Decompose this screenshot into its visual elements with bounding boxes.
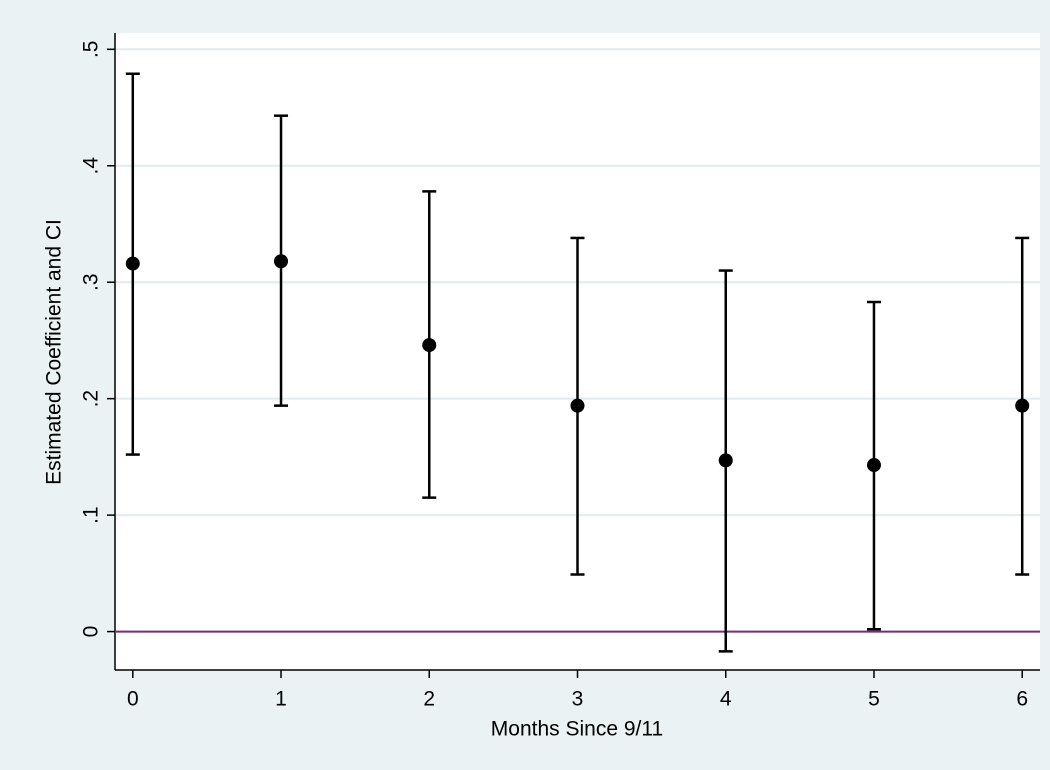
y-tick-label: .4 <box>80 157 103 175</box>
x-tick-label: 0 <box>127 688 139 711</box>
y-axis-title: Estimated Coefficient and CI <box>43 219 66 485</box>
point <box>125 256 140 271</box>
x-tick-label: 4 <box>720 688 732 711</box>
point <box>1015 398 1030 413</box>
point <box>274 254 289 269</box>
x-tick-label: 3 <box>572 688 584 711</box>
point <box>718 453 733 468</box>
y-tick-label: .1 <box>80 506 103 524</box>
point <box>570 398 585 413</box>
y-tick-label: 0 <box>80 626 103 638</box>
point <box>422 338 437 353</box>
x-tick-label: 6 <box>1016 688 1028 711</box>
y-tick-label: .5 <box>80 41 103 59</box>
y-tick-label: .3 <box>80 273 103 291</box>
x-tick-label: 1 <box>275 688 287 711</box>
x-tick-label: 5 <box>868 688 880 711</box>
x-tick-label: 2 <box>423 688 435 711</box>
y-tick-label: .2 <box>80 390 103 408</box>
point <box>866 458 881 473</box>
x-axis-title: Months Since 9/11 <box>491 718 663 741</box>
